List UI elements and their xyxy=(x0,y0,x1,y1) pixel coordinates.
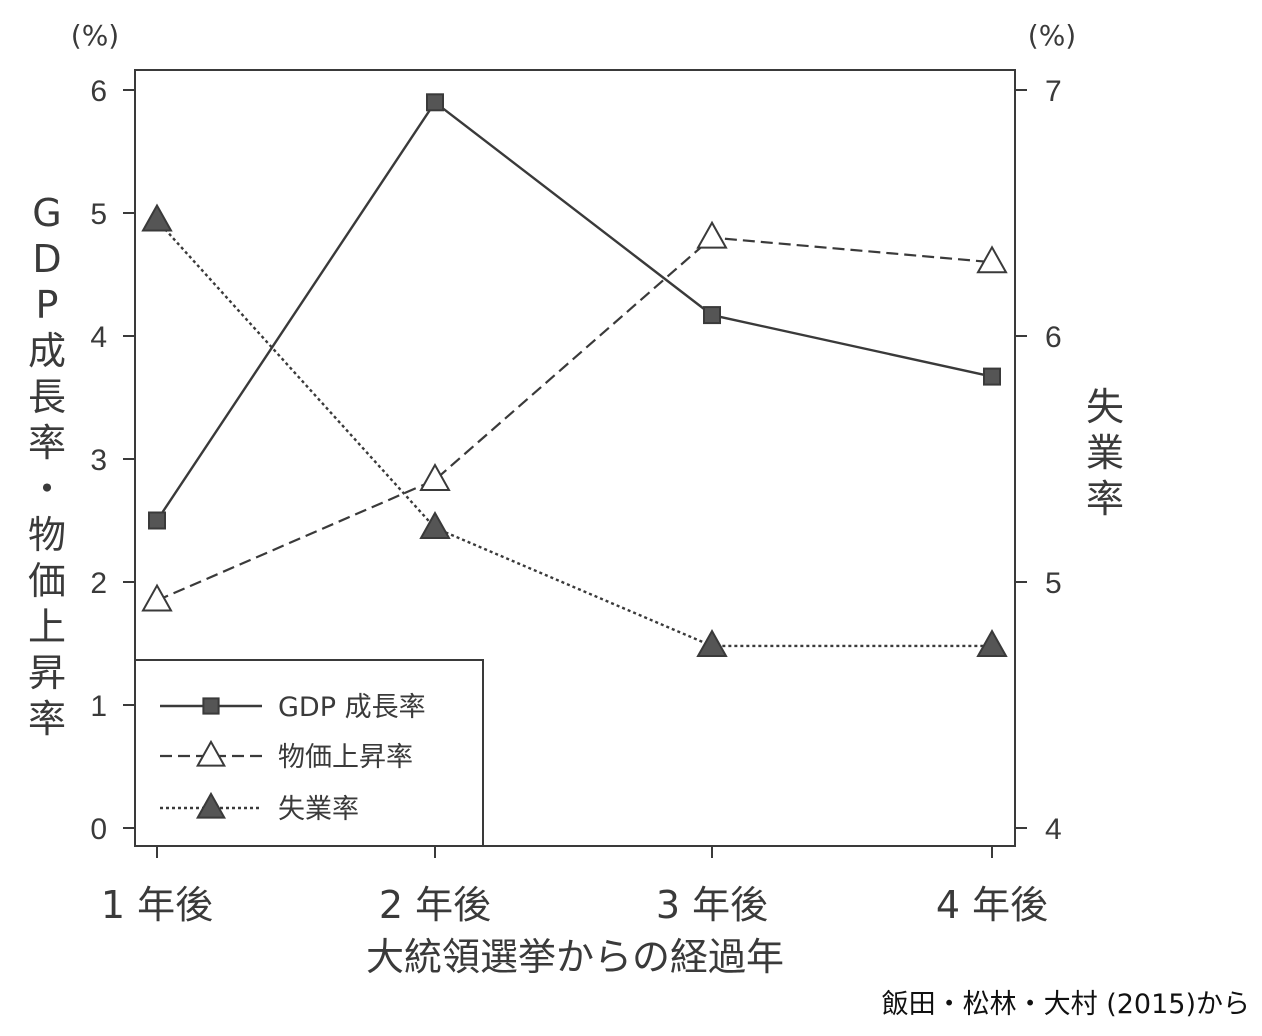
right-tick-label: 6 xyxy=(1045,321,1062,354)
data-point xyxy=(696,629,728,658)
data-point xyxy=(696,220,728,249)
right-axis-unit: (%) xyxy=(1028,19,1076,52)
legend-marker xyxy=(202,697,220,715)
right-tick-label: 5 xyxy=(1045,567,1062,600)
right-title-text: 失業率 xyxy=(1086,385,1124,521)
data-point xyxy=(148,511,166,530)
series-line xyxy=(156,236,993,602)
left-tick-label: 1 xyxy=(90,690,107,723)
data-point xyxy=(141,583,173,612)
series-line xyxy=(156,100,993,522)
left-tick-label: 4 xyxy=(90,321,107,354)
data-point xyxy=(976,245,1008,274)
left-axis-unit: (%) xyxy=(71,19,119,52)
data-point xyxy=(419,510,451,539)
left-tick-label: 2 xyxy=(90,567,107,600)
series-layer xyxy=(141,93,1008,658)
left-tick-label: 3 xyxy=(90,444,107,477)
series-3 xyxy=(141,203,1008,658)
left-axis-ticks: 0 1 2 3 4 5 6 xyxy=(90,75,135,846)
x-tick-label: 2 年後 xyxy=(379,883,491,927)
data-point xyxy=(141,203,173,232)
x-tick-label: 4 年後 xyxy=(936,883,1048,927)
x-axis-label: 大統領選挙からの経過年 xyxy=(366,935,784,979)
x-tick-label: 3 年後 xyxy=(656,883,768,927)
left-tick-label: 0 xyxy=(90,813,107,846)
legend-marker xyxy=(195,739,227,767)
left-tick-label: 5 xyxy=(90,198,107,231)
legend-item: 失業率 xyxy=(160,791,359,825)
data-point xyxy=(983,367,1001,386)
left-axis-title: G D P 成長率・物価上昇率 xyxy=(28,191,66,741)
data-point xyxy=(976,629,1008,658)
x-tick-label: 1 年後 xyxy=(101,883,213,927)
series-2 xyxy=(141,220,1008,612)
series-1 xyxy=(148,93,1001,530)
source-note: 飯田・松林・大村 (2015)から xyxy=(882,989,1250,1020)
legend-item: 物価上昇率 xyxy=(160,739,413,773)
legend-box xyxy=(134,659,484,847)
legend-label: GDP 成長率 xyxy=(278,692,426,723)
right-tick-label: 7 xyxy=(1045,75,1062,108)
data-point xyxy=(419,462,451,491)
data-point xyxy=(703,306,721,325)
right-axis-ticks: 4 5 6 7 xyxy=(1015,75,1062,846)
right-tick-label: 4 xyxy=(1045,813,1062,846)
series-line xyxy=(156,219,992,648)
legend-marker xyxy=(195,791,227,819)
left-title-text: G D P 成長率・物価上昇率 xyxy=(28,191,66,741)
legend-item: GDP 成長率 xyxy=(160,692,426,723)
data-point xyxy=(426,93,444,112)
right-axis-title: 失業率 xyxy=(1086,385,1124,521)
left-tick-label: 6 xyxy=(90,75,107,108)
legend-label: 物価上昇率 xyxy=(278,742,413,773)
legend-label: 失業率 xyxy=(278,794,359,825)
x-axis-ticks: 1 年後 2 年後 3 年後 4 年後 xyxy=(101,846,1048,927)
